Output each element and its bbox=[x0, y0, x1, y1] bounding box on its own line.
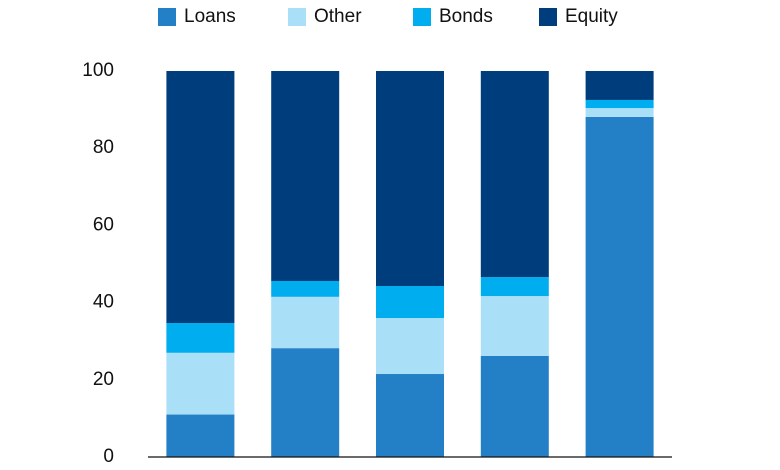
bar-segment bbox=[585, 116, 654, 458]
y-tick-label: 0 bbox=[103, 446, 114, 467]
bar-segment bbox=[271, 280, 340, 297]
bar-segment bbox=[376, 71, 444, 287]
bar-segment bbox=[480, 355, 549, 457]
legend-label: Loans bbox=[184, 6, 236, 27]
bar-segment bbox=[480, 71, 549, 278]
bar-segment bbox=[166, 71, 235, 324]
bar-segment bbox=[585, 71, 654, 100]
y-tick-label: 40 bbox=[93, 292, 114, 313]
bar-segment bbox=[376, 374, 444, 457]
y-tick-label: 20 bbox=[93, 369, 114, 390]
bar-segment bbox=[166, 352, 235, 415]
legend-swatch bbox=[539, 8, 557, 26]
bar-segment bbox=[271, 71, 340, 281]
bar-segment bbox=[585, 99, 654, 109]
legend-label: Other bbox=[314, 6, 362, 27]
bar-segment bbox=[376, 318, 444, 375]
bar-segment bbox=[480, 296, 549, 356]
bar-segment bbox=[271, 296, 340, 349]
y-tick-label: 80 bbox=[93, 137, 114, 158]
bar-segment bbox=[166, 323, 235, 353]
bar-segment bbox=[480, 277, 549, 297]
legend-label: Equity bbox=[565, 6, 618, 27]
bar-segment bbox=[585, 108, 654, 117]
y-tick-label: 60 bbox=[93, 214, 114, 235]
legend-swatch bbox=[158, 8, 176, 26]
legend-label: Bonds bbox=[439, 6, 493, 27]
bar-segment bbox=[166, 414, 235, 457]
legend-swatch bbox=[413, 8, 431, 26]
bar-segment bbox=[271, 348, 340, 457]
y-tick-label: 100 bbox=[82, 60, 114, 81]
bar-segment bbox=[376, 286, 444, 319]
legend-swatch bbox=[288, 8, 306, 26]
